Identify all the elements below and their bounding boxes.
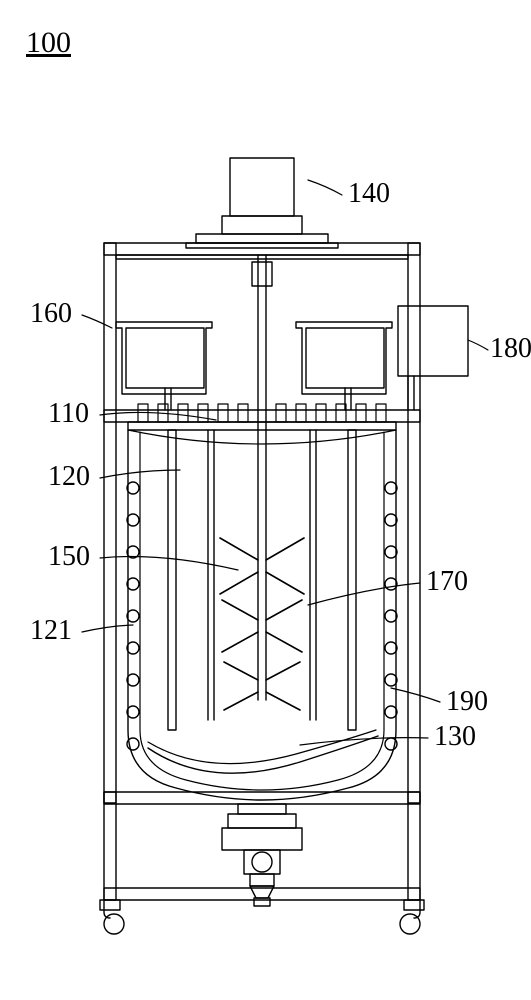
feet [100, 900, 424, 934]
bottom-outlet [222, 804, 302, 906]
lid-flange [128, 404, 396, 430]
leaders [82, 180, 488, 745]
hopper-right [296, 322, 392, 410]
baffle-left [168, 430, 176, 730]
diagram-svg [0, 0, 531, 1000]
agitator [220, 255, 304, 710]
baffle-right [348, 430, 356, 730]
coil-left [127, 482, 139, 750]
dip-tube-right [310, 430, 316, 720]
hopper-left [116, 322, 212, 410]
coil-right [385, 482, 397, 750]
motor-assembly [186, 158, 338, 248]
bottom-sweep [148, 730, 378, 773]
frame-posts [104, 243, 420, 900]
dip-tube-left [208, 430, 214, 720]
